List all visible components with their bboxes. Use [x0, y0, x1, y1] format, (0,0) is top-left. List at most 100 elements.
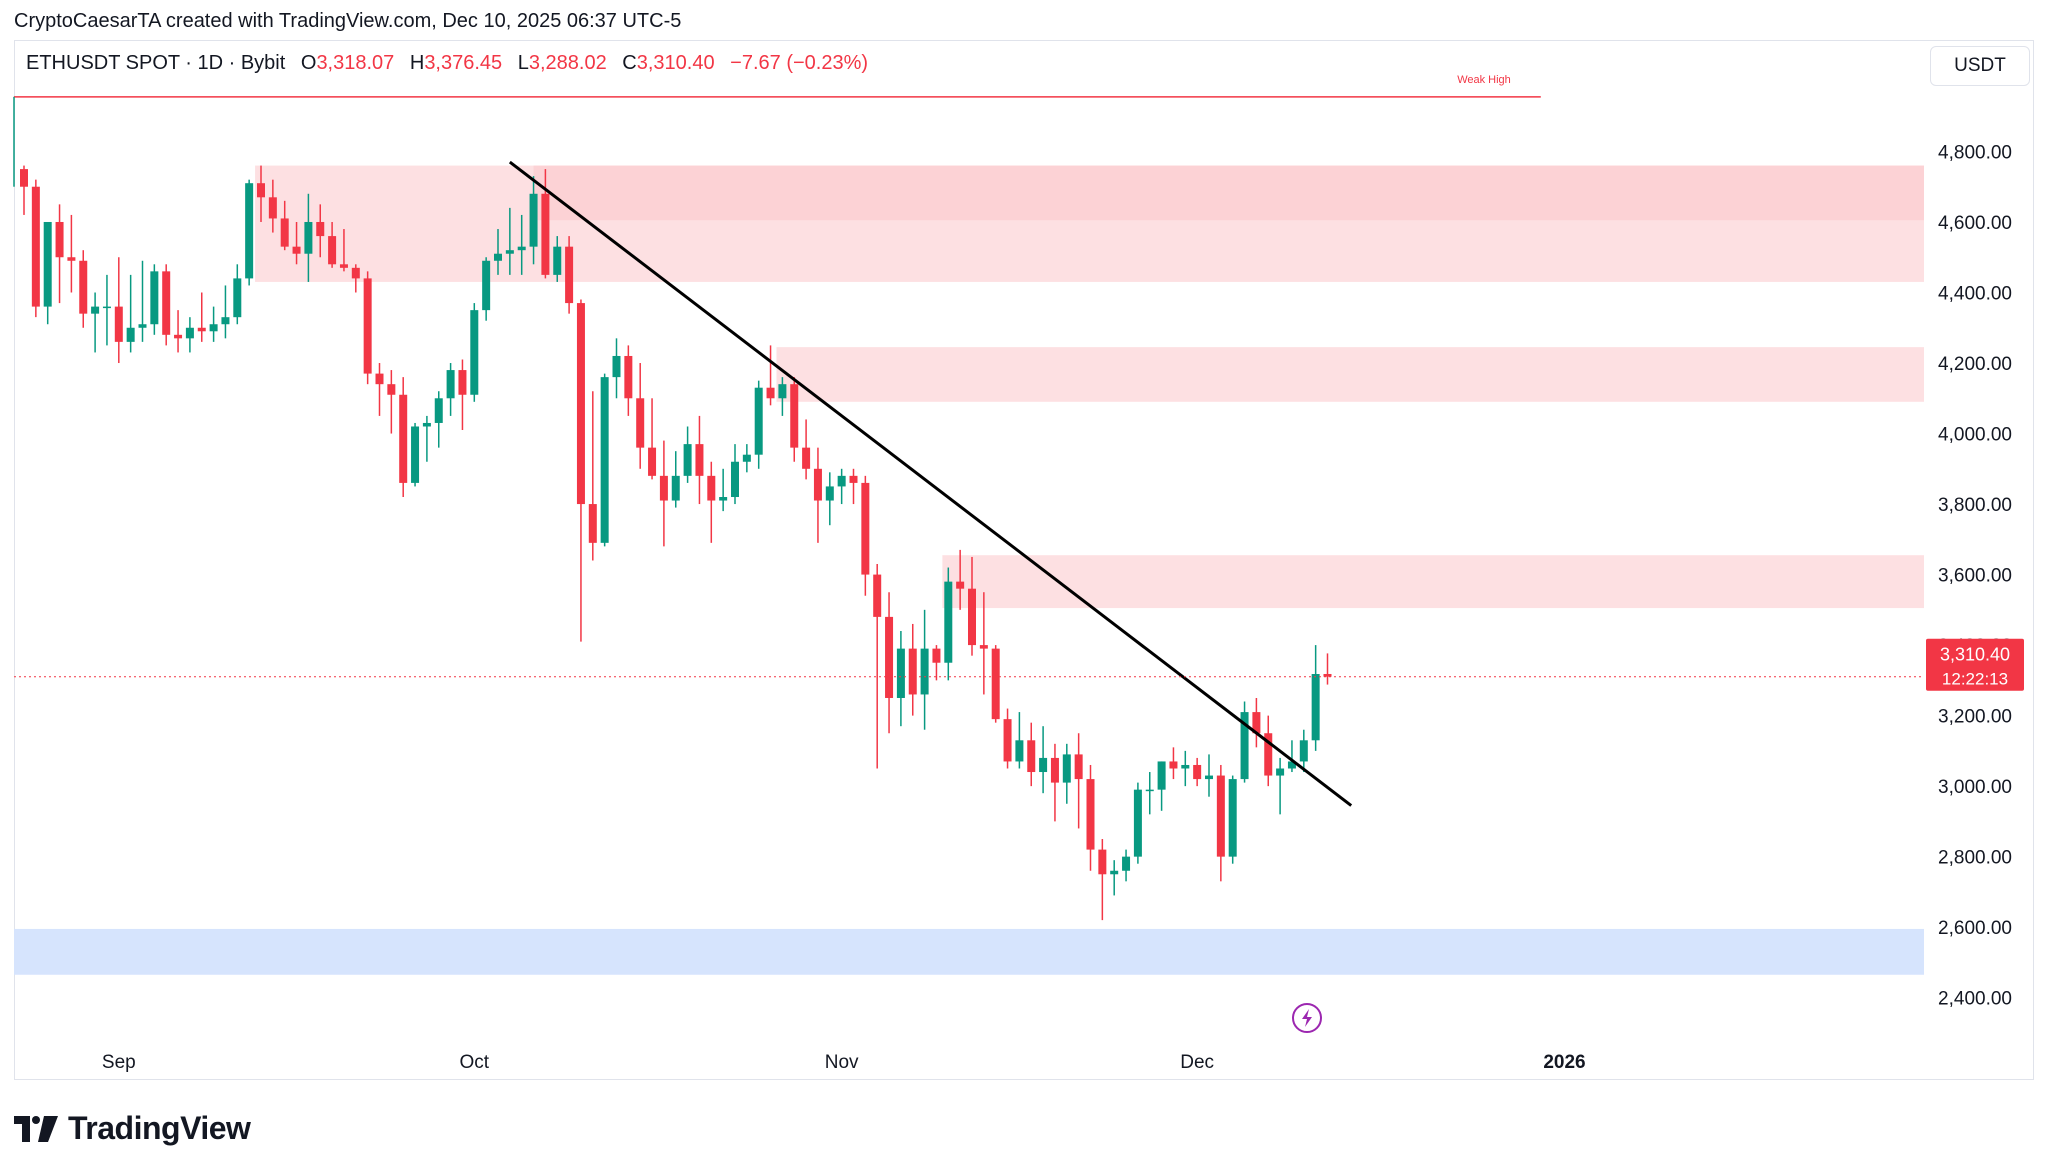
candle-body — [920, 648, 929, 695]
y-tick-label: 2,400.00 — [1938, 989, 2012, 1010]
candle-body — [517, 246, 526, 251]
currency-button[interactable]: USDT — [1930, 46, 2030, 86]
candle-body — [873, 574, 882, 617]
candle-body — [1299, 740, 1308, 762]
candle-body — [553, 246, 562, 275]
candle-body — [43, 221, 52, 307]
candle-body — [1193, 764, 1202, 780]
open-label: O — [300, 52, 317, 74]
tradingview-logo[interactable]: TradingView — [14, 1110, 251, 1147]
candle-body — [837, 475, 846, 487]
candle-body — [387, 384, 396, 395]
candle-body — [813, 468, 822, 501]
overlay-layer: Weak High — [13, 74, 1924, 807]
candle-body — [529, 193, 538, 247]
candle-body — [731, 461, 739, 498]
candle-body — [1050, 757, 1059, 783]
candle-body — [885, 616, 894, 698]
candle-body — [1323, 673, 1332, 677]
candle-body — [1122, 856, 1131, 871]
downtrend-line — [508, 160, 1353, 807]
candle-body — [482, 260, 491, 311]
supply-zone-top-core — [533, 165, 1924, 221]
y-tick-label: 4,600.00 — [1938, 213, 2012, 234]
candle-body — [802, 447, 811, 469]
candle-body — [185, 327, 194, 339]
candle-body — [257, 183, 265, 198]
candle-body — [209, 324, 218, 332]
supply-zone-low — [942, 555, 1924, 609]
candle-body — [55, 221, 64, 258]
candle-body — [1276, 768, 1285, 776]
candle-body — [576, 303, 585, 505]
candle-body — [446, 370, 455, 399]
candle-body — [1287, 761, 1296, 769]
candle-body — [588, 504, 597, 543]
y-tick-label: 3,800.00 — [1938, 495, 2012, 516]
candle-body — [825, 486, 834, 501]
candle-body — [612, 355, 621, 378]
candle-body — [1311, 674, 1320, 741]
low-value: 3,288.02 — [528, 52, 607, 74]
tradingview-logo-icon — [14, 1115, 58, 1142]
supply-zone-mid — [776, 347, 1924, 402]
candle-body — [1252, 712, 1261, 734]
candle-body — [956, 581, 965, 589]
x-tick-label: Nov — [825, 1052, 859, 1073]
candle-body — [174, 334, 183, 339]
candle-body — [138, 324, 147, 328]
candle-body — [778, 384, 787, 399]
candle-body — [624, 355, 633, 399]
candle-body — [268, 197, 277, 219]
zones-layer — [14, 165, 1925, 975]
candle-body — [932, 648, 941, 663]
candle-body — [766, 387, 775, 399]
support-zone — [14, 928, 1924, 975]
candle-body — [1027, 740, 1036, 773]
candle-body — [1074, 754, 1083, 780]
tradingview-wordmark: TradingView — [68, 1110, 251, 1146]
candle-body — [683, 444, 692, 476]
candle-body — [280, 218, 289, 247]
candle-body — [790, 384, 799, 448]
candle-body — [375, 373, 384, 385]
symbol-legend: ETHUSDT SPOT · 1D · Bybit O3,318.07 H3,3… — [26, 52, 868, 75]
candle-body — [351, 267, 360, 279]
candle-body — [233, 278, 242, 318]
candles-layer — [20, 165, 1332, 921]
y-tick-label: 4,800.00 — [1938, 142, 2012, 163]
candle-body — [1169, 761, 1178, 769]
candle-body — [1086, 779, 1095, 850]
candle-body — [494, 253, 502, 261]
candle-body — [221, 317, 230, 325]
candle-body — [20, 169, 28, 187]
candle-body — [126, 327, 135, 342]
candle-body — [245, 183, 254, 279]
x-tick-label: Oct — [460, 1052, 490, 1073]
candle-body — [754, 387, 763, 455]
candle-body — [31, 186, 40, 307]
y-tick-label: 4,400.00 — [1938, 284, 2012, 305]
axis-layer: 4,800.00 4,600.00 4,400.00 4,200.00 4,000.00… — [102, 142, 2024, 1073]
chart-panel[interactable] — [14, 40, 2034, 1080]
candle-body — [541, 193, 550, 275]
symbol-name[interactable]: ETHUSDT SPOT · 1D · Bybit — [26, 52, 286, 74]
candle-body — [849, 475, 858, 483]
current-price-value: 3,310.40 — [1940, 645, 2010, 665]
candle-body — [505, 250, 514, 254]
candle-body — [91, 306, 100, 314]
y-tick-label: 3,000.00 — [1938, 777, 2012, 798]
close-value: 3,310.40 — [636, 52, 715, 74]
y-tick-label: 3,600.00 — [1938, 566, 2012, 587]
candle-body — [1039, 757, 1048, 773]
candle-body — [1240, 712, 1249, 780]
x-tick-label: Dec — [1180, 1052, 1214, 1073]
candle-body — [114, 306, 123, 342]
y-tick-label: 3,200.00 — [1938, 707, 2012, 728]
close-label: C — [622, 52, 637, 74]
candle-body — [742, 454, 751, 462]
y-tick-label: 2,600.00 — [1938, 918, 2012, 939]
candle-body — [565, 246, 574, 304]
candle-body — [648, 447, 657, 476]
